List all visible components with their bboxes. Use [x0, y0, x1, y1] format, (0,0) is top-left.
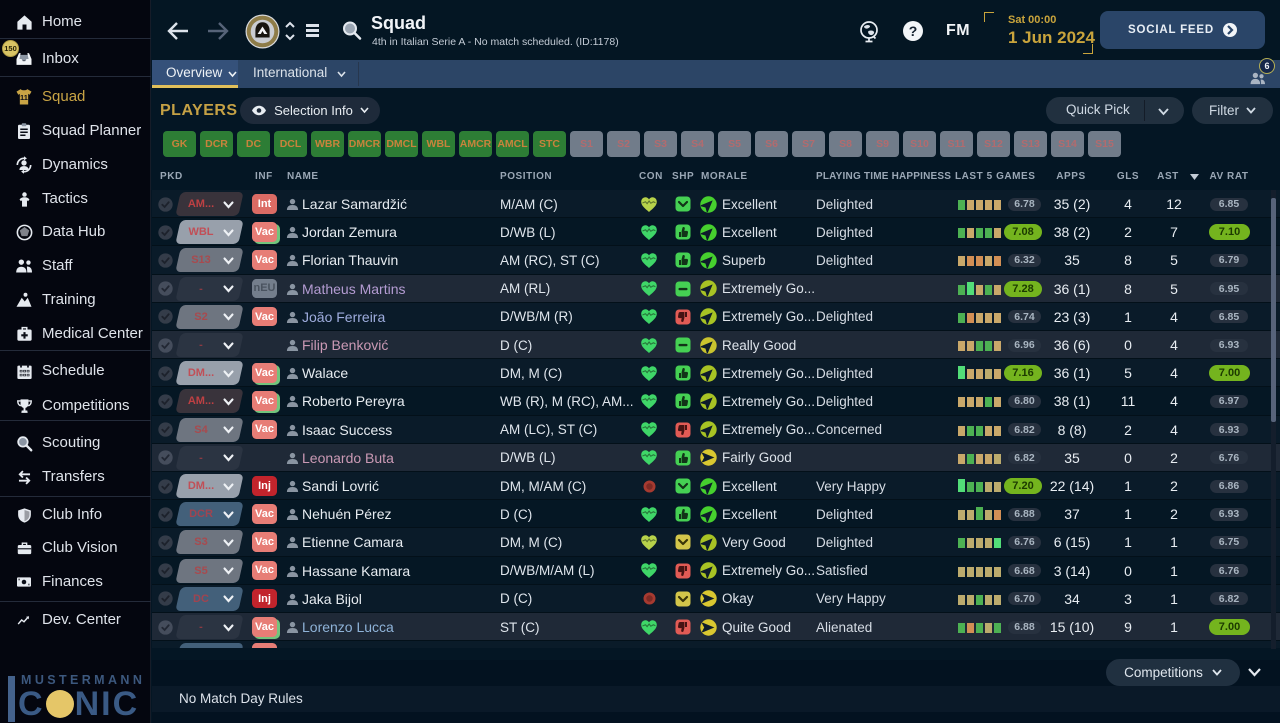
svg-text:11: 11: [20, 93, 28, 102]
